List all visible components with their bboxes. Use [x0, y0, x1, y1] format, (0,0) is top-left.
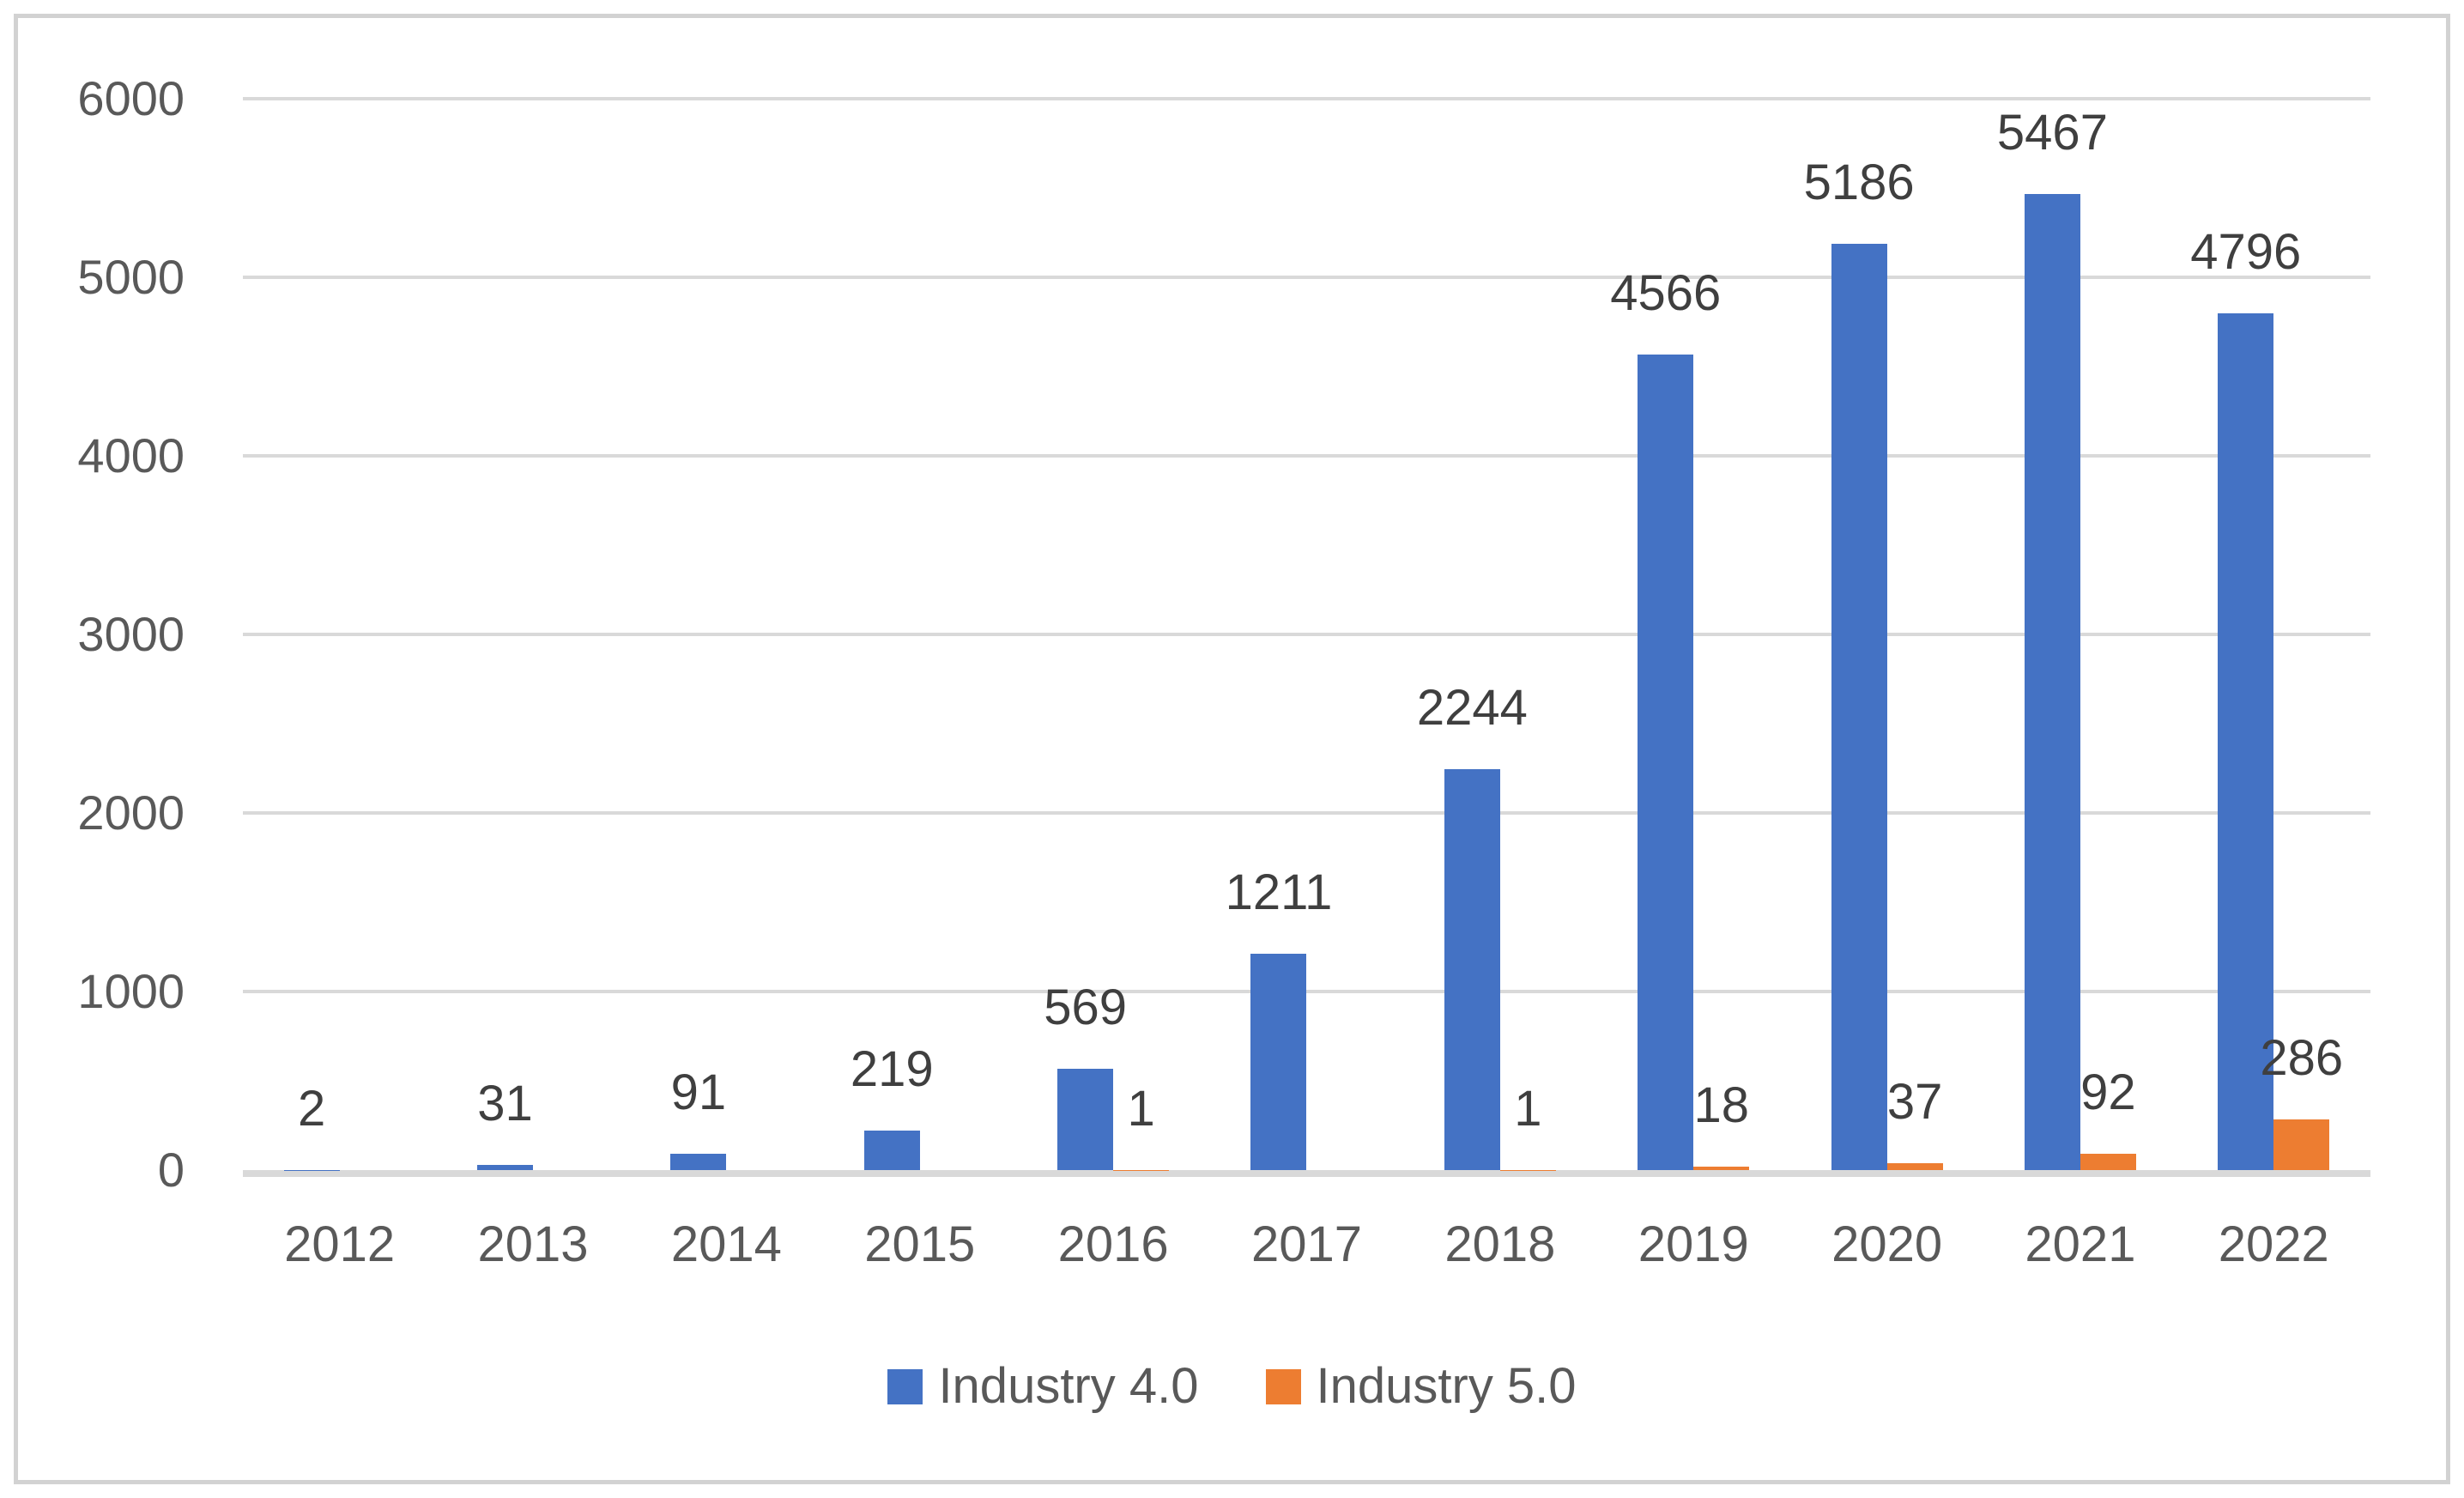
bar-group-2019: 4566 18: [1597, 99, 1790, 1170]
x-axis-label-2021: 2021: [2025, 1216, 2136, 1272]
data-label-industry-4-0-2013: 31: [477, 1075, 533, 1131]
bar-industry-5-0-2019: 18: [1693, 1079, 1750, 1170]
legend: Industry 4.0 Industry 5.0: [0, 1360, 2464, 1413]
gridline: [243, 454, 2370, 458]
bar-industry-4-0-2022: 4796: [2190, 226, 2301, 1170]
bar-industry-4-0-2018: 2244: [1417, 682, 1528, 1170]
y-axis-tick-label: 3000: [77, 607, 185, 661]
data-label-industry-4-0-2016: 569: [1044, 979, 1128, 1035]
data-label-industry-4-0-2015: 219: [850, 1041, 934, 1098]
x-axis-label-2018: 2018: [1444, 1216, 1556, 1272]
bar-group-2013: 31: [436, 99, 629, 1170]
data-label-industry-5-0-2022: 286: [2260, 1029, 2344, 1086]
data-label-industry-5-0-2018: 1: [1514, 1080, 1542, 1137]
y-axis-tick-label: 4000: [77, 428, 185, 482]
bar-group-2021: 5467 92: [1983, 99, 2176, 1170]
x-axis-label-2015: 2015: [864, 1216, 976, 1272]
bar-group-2022: 4796 286: [2177, 99, 2370, 1170]
bar-industry-5-0-2021: 92: [2080, 1065, 2136, 1170]
gridline: [243, 97, 2370, 100]
bar-industry-4-0-2013: 31: [477, 1076, 534, 1170]
y-axis-tick-label: 5000: [77, 250, 185, 304]
legend-item-industry-4-0: Industry 4.0: [887, 1358, 1199, 1414]
x-axis-label-2014: 2014: [670, 1216, 782, 1272]
bar-group-2015: 219: [823, 99, 1016, 1170]
legend-label-industry-4-0: Industry 4.0: [938, 1358, 1199, 1414]
bar-industry-4-0-2014: 91: [670, 1066, 727, 1170]
x-axis-label-2020: 2020: [1831, 1216, 1943, 1272]
legend-swatch-industry-4-0-icon: [887, 1368, 923, 1404]
bar-industry-4-0-2021: 5467: [1997, 106, 2108, 1170]
y-axis-tick-label: 0: [157, 1143, 185, 1197]
bar-industry-5-0-2022: 286: [2260, 1031, 2343, 1170]
data-label-industry-5-0-2019: 18: [1693, 1077, 1749, 1134]
data-label-industry-5-0-2020: 37: [1886, 1074, 1943, 1131]
x-axis-label-2012: 2012: [284, 1216, 396, 1272]
y-axis-tick-label: 1000: [77, 964, 185, 1018]
legend-item-industry-5-0: Industry 5.0: [1265, 1358, 1577, 1414]
gridline: [243, 633, 2370, 636]
x-axis-label-2019: 2019: [1638, 1216, 1749, 1272]
x-axis-line: [243, 1170, 2370, 1177]
x-axis-label-2013: 2013: [477, 1216, 589, 1272]
bar-group-2018: 2244 1: [1403, 99, 1596, 1170]
data-label-industry-4-0-2014: 91: [670, 1064, 727, 1121]
bar-industry-4-0-2017: 1211: [1226, 866, 1332, 1170]
x-axis-label-2022: 2022: [2218, 1216, 2329, 1272]
data-label-industry-4-0-2022: 4796: [2190, 224, 2302, 281]
y-axis-tick-label: 2000: [77, 785, 185, 840]
bar-industry-4-0-2016: 569: [1044, 980, 1127, 1170]
data-label-industry-4-0-2019: 4566: [1610, 265, 1722, 322]
bar-industry-5-0-2020: 37: [1886, 1076, 1943, 1170]
data-label-industry-4-0-2018: 2244: [1416, 680, 1528, 737]
data-label-industry-4-0-2017: 1211: [1225, 864, 1333, 921]
bar-industry-4-0-2020: 5186: [1804, 156, 1915, 1170]
data-label-industry-4-0-2020: 5186: [1803, 155, 1915, 211]
bar-group-2014: 91: [630, 99, 823, 1170]
data-label-industry-4-0-2021: 5467: [1996, 104, 2108, 161]
gridline: [243, 276, 2370, 279]
gridline: [243, 990, 2370, 993]
y-axis-tick-label: 6000: [77, 71, 185, 125]
x-axis-label-2017: 2017: [1250, 1216, 1362, 1272]
bar-group-2012: 2: [243, 99, 436, 1170]
bar-group-2016: 569 1: [1016, 99, 1209, 1170]
data-label-industry-4-0-2012: 2: [298, 1080, 326, 1137]
data-label-industry-5-0-2021: 92: [2080, 1064, 2136, 1120]
legend-swatch-industry-5-0-icon: [1265, 1368, 1301, 1404]
data-label-industry-5-0-2016: 1: [1127, 1080, 1155, 1137]
bar-industry-4-0-2015: 219: [851, 1043, 934, 1170]
bar-group-2017: 1211: [1210, 99, 1403, 1170]
x-axis-label-2016: 2016: [1057, 1216, 1169, 1272]
legend-label-industry-5-0: Industry 5.0: [1316, 1358, 1577, 1414]
bar-industry-4-0-2019: 4566: [1610, 267, 1721, 1170]
bar-group-2020: 5186 37: [1790, 99, 1983, 1170]
gridline: [243, 811, 2370, 815]
